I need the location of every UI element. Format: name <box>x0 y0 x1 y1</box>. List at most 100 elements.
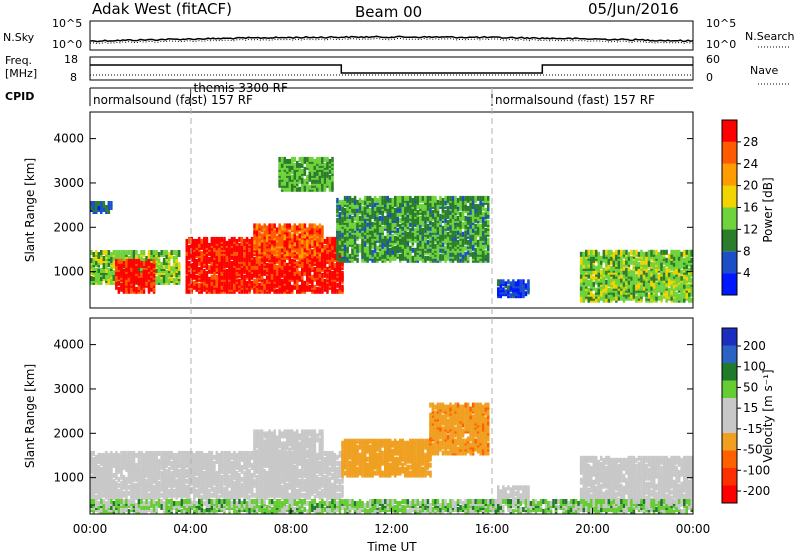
heatmap-cell <box>640 269 643 275</box>
heatmap-cell <box>632 283 636 289</box>
heatmap-cell <box>286 231 289 237</box>
heatmap-cell <box>205 270 209 276</box>
heatmap-cell <box>127 258 131 264</box>
heatmap-cell <box>363 221 367 227</box>
heatmap-cell <box>97 279 100 285</box>
heatmap-cell <box>90 201 93 206</box>
heatmap-cell <box>150 254 153 259</box>
heatmap-cell <box>193 252 196 258</box>
noise-left-label: N.Sky <box>3 31 35 44</box>
heatmap-cell <box>680 269 683 275</box>
heatmap-cell <box>474 247 477 253</box>
heatmap-cell <box>343 229 347 235</box>
heatmap-cell <box>278 266 281 272</box>
heatmap-cell <box>286 241 289 247</box>
heatmap-cell <box>612 251 616 257</box>
heatmap-cell <box>429 255 432 261</box>
heatmap-cell <box>160 250 163 255</box>
heatmap-cell <box>391 201 394 207</box>
heatmap-cell <box>411 201 415 207</box>
heatmap-cell <box>318 186 322 192</box>
heatmap-cell <box>270 245 274 251</box>
heatmap-cell <box>213 250 216 256</box>
heatmap-cell <box>273 282 276 288</box>
heatmap-cell <box>414 195 417 201</box>
heatmap-cell <box>316 168 319 174</box>
heatmap-cell <box>358 219 362 225</box>
heatmap-cell <box>371 213 374 219</box>
heatmap-cell <box>640 273 643 279</box>
heatmap-cell <box>421 215 425 221</box>
heatmap-cell <box>509 293 513 299</box>
heatmap-cell <box>632 273 636 279</box>
heatmap-cell <box>456 197 460 203</box>
heatmap-cell <box>665 297 668 303</box>
heatmap-cell <box>436 225 440 231</box>
heatmap-cell <box>296 243 299 249</box>
heatmap-cell <box>363 213 367 219</box>
heatmap-cell <box>409 231 412 237</box>
heatmap-cell <box>368 249 372 255</box>
heatmap-cell <box>439 233 442 239</box>
heatmap-cell <box>595 265 598 271</box>
heatmap-cell <box>190 274 193 280</box>
heatmap-cell <box>464 245 467 251</box>
heatmap-cell <box>288 280 291 286</box>
heatmap-cell <box>137 262 141 268</box>
heatmap-cell <box>147 250 151 255</box>
heatmap-cell <box>600 295 603 301</box>
heatmap-cell <box>497 279 500 285</box>
heatmap-cell <box>615 259 618 265</box>
heatmap-cell <box>401 249 404 255</box>
heatmap-cell <box>115 270 118 276</box>
heatmap-cell <box>657 259 661 265</box>
heatmap-cell <box>605 283 608 289</box>
heatmap-cell <box>579 255 583 261</box>
heatmap-cell <box>399 223 402 229</box>
heatmap-cell <box>439 253 442 259</box>
heatmap-cell <box>579 273 583 279</box>
heatmap-cell <box>672 297 676 303</box>
heatmap-cell <box>371 231 374 237</box>
heatmap-cell <box>657 295 661 301</box>
heatmap-cell <box>429 251 432 257</box>
heatmap-cell <box>260 225 264 231</box>
heatmap-cell <box>426 247 430 253</box>
heatmap-cell <box>228 248 231 254</box>
heatmap-cell <box>331 176 334 182</box>
heatmap-cell <box>424 225 427 231</box>
heatmap-cell <box>620 255 623 261</box>
heatmap-cell <box>102 250 106 255</box>
heatmap-cell <box>592 249 595 255</box>
heatmap-cell <box>100 260 103 265</box>
heatmap-cell <box>647 249 651 255</box>
heatmap-cell <box>185 242 188 248</box>
heatmap-cell <box>404 251 407 257</box>
heatmap-cell <box>414 247 417 253</box>
heatmap-cell <box>665 249 668 255</box>
heatmap-cell <box>142 274 146 280</box>
heatmap-cell <box>471 207 475 213</box>
heatmap-cell <box>361 199 364 205</box>
heatmap-cell <box>459 239 462 245</box>
heatmap-cell <box>253 256 256 262</box>
heatmap-cell <box>291 258 294 264</box>
heatmap-cell <box>667 287 671 293</box>
heatmap-cell <box>688 267 691 273</box>
heatmap-cell <box>602 283 606 289</box>
heatmap-cell <box>622 259 626 265</box>
heatmap-cell <box>346 257 349 263</box>
heatmap-cell <box>258 266 261 272</box>
heatmap-cell <box>487 251 490 257</box>
noise-panel: N.Sky 10^5 10^0 10^5 10^0 N.Search <box>3 17 795 51</box>
heatmap-cell <box>683 283 686 289</box>
heatmap-cell <box>341 199 344 205</box>
heatmap-cell <box>275 227 279 233</box>
heatmap-cell <box>291 156 294 162</box>
heatmap-cell <box>263 239 266 245</box>
heatmap-cell <box>625 267 628 273</box>
heatmap-cell <box>662 287 666 293</box>
heatmap-cell <box>97 268 100 273</box>
heatmap-cell <box>313 288 317 294</box>
